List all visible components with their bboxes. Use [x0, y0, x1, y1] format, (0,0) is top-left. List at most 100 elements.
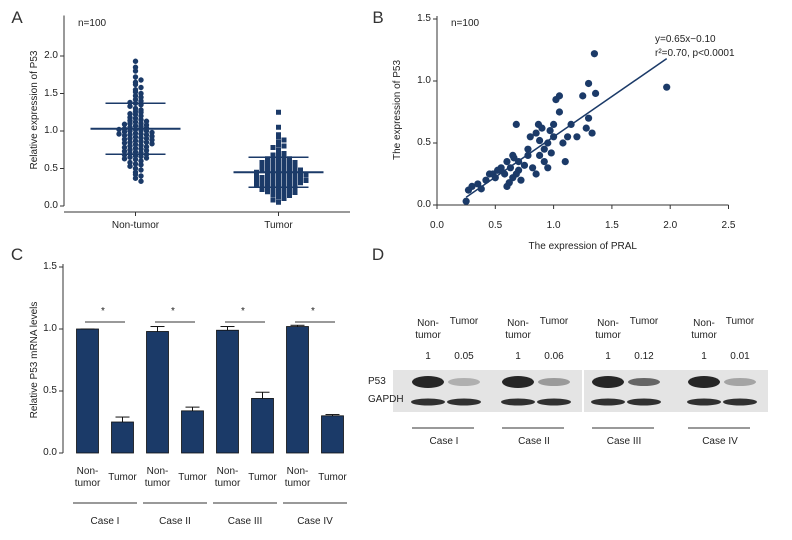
data-point — [265, 159, 270, 165]
x-tick-label: 2.5 — [721, 220, 736, 231]
ratio-label: 1 — [701, 351, 707, 362]
data-point — [270, 145, 276, 150]
data-point — [127, 120, 133, 127]
data-point — [254, 174, 259, 180]
bar — [216, 329, 239, 454]
data-point — [132, 58, 139, 64]
x-tick-label: Tumor — [178, 472, 207, 483]
data-point — [287, 158, 292, 164]
case-label: Case I — [429, 436, 459, 447]
gapdh-band — [591, 398, 625, 406]
data-point — [143, 144, 150, 150]
data-point — [540, 158, 548, 166]
data-point — [138, 146, 144, 152]
data-point — [584, 79, 593, 88]
data-point — [550, 120, 558, 128]
ratio-label: 1 — [425, 351, 431, 362]
y-tick-label: 0.0 — [43, 447, 57, 458]
data-point — [132, 175, 139, 181]
significance: * — [171, 306, 175, 317]
data-point — [536, 136, 544, 145]
data-point — [270, 162, 276, 168]
bar — [321, 415, 344, 454]
bar — [111, 421, 134, 454]
data-point — [281, 172, 287, 178]
ratio-label: 0.06 — [544, 351, 564, 362]
data-point — [482, 176, 490, 184]
data-point — [292, 190, 298, 195]
data-point — [132, 89, 139, 95]
data-point — [292, 186, 298, 192]
data-point — [506, 164, 515, 172]
x-tick-label: 1.0 — [546, 220, 561, 231]
data-point — [270, 152, 276, 158]
data-point — [270, 181, 276, 186]
data-point — [663, 83, 671, 91]
lane-label: Non- tumor — [691, 318, 717, 341]
data-point — [138, 94, 144, 100]
data-point — [127, 163, 133, 169]
data-point — [544, 164, 552, 172]
data-point — [517, 176, 525, 184]
data-point — [265, 156, 270, 162]
annotation: n=100 — [451, 18, 480, 29]
data-point — [281, 165, 287, 171]
data-point — [276, 109, 281, 115]
data-point — [567, 120, 575, 128]
data-point — [127, 143, 133, 149]
data-point — [132, 74, 139, 80]
data-point — [462, 197, 470, 205]
data-point — [265, 174, 270, 180]
data-point — [138, 138, 144, 145]
data-point — [276, 187, 281, 192]
data-point — [276, 194, 281, 200]
p53-band — [412, 376, 444, 388]
data-point — [555, 108, 564, 116]
ratio-label: 0.05 — [454, 351, 474, 362]
data-point — [298, 180, 303, 186]
ratio-label: 0.12 — [634, 351, 654, 362]
data-point — [547, 149, 555, 157]
gapdh-band — [627, 398, 661, 406]
y-axis-label: The expression of P53 — [392, 59, 403, 161]
data-point — [138, 98, 144, 104]
fit-line — [465, 58, 668, 198]
data-point — [524, 145, 532, 153]
data-point — [276, 134, 281, 140]
group-label: Case IV — [297, 516, 333, 527]
y-tick-label: 1.0 — [417, 75, 431, 86]
data-point — [132, 96, 139, 103]
data-point — [259, 162, 265, 168]
data-point — [555, 92, 564, 100]
data-point — [276, 149, 281, 155]
y-tick-label: 0.5 — [417, 137, 431, 148]
data-point — [132, 171, 139, 178]
lane-label: Non- tumor — [505, 318, 531, 341]
x-tick-label: 1.5 — [604, 220, 619, 231]
data-point — [281, 137, 287, 143]
data-point — [138, 162, 144, 168]
data-point — [138, 173, 144, 179]
data-point — [579, 92, 587, 100]
data-point — [281, 143, 287, 149]
data-point — [138, 113, 144, 119]
panel-letter: D — [371, 245, 385, 264]
y-tick-label: 1.0 — [44, 125, 58, 136]
data-point — [259, 178, 265, 184]
data-point — [524, 151, 532, 159]
data-point — [132, 81, 139, 88]
x-tick-label: 0.5 — [488, 220, 503, 231]
data-point — [270, 166, 276, 171]
data-point — [287, 188, 292, 194]
annotation: r²=0.70, p<0.0001 — [655, 48, 735, 59]
lane-label: Tumor — [629, 316, 659, 327]
lane-label: Tumor — [449, 316, 479, 327]
data-point — [149, 137, 155, 143]
data-point — [132, 156, 139, 163]
group-label: Case II — [159, 516, 191, 527]
data-point — [287, 162, 292, 168]
data-point — [276, 199, 281, 205]
data-point — [573, 133, 581, 141]
